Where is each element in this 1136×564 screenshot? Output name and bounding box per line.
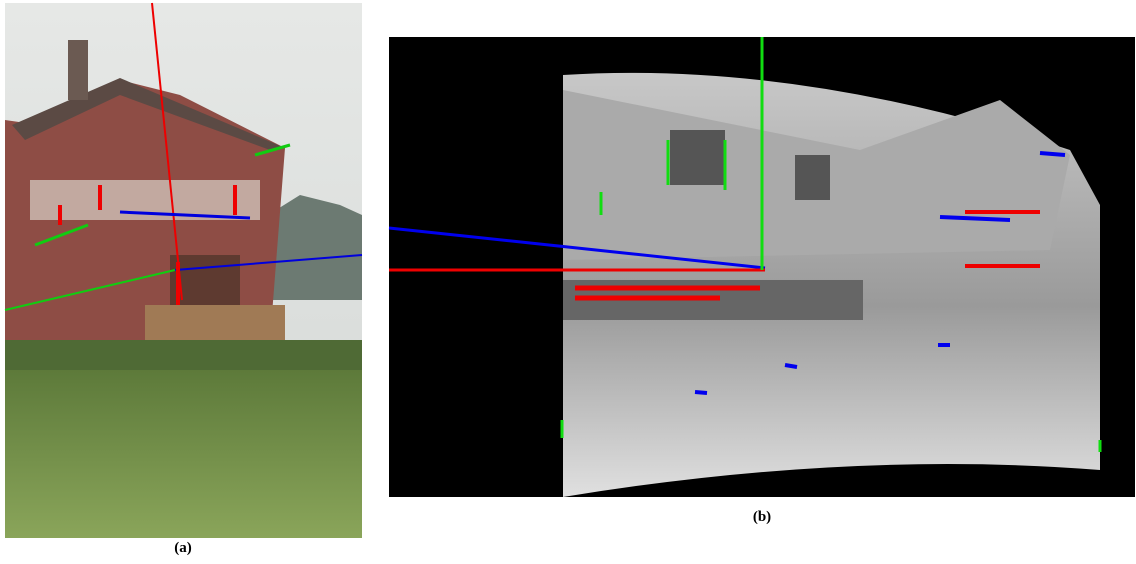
panel-b-image bbox=[389, 37, 1135, 497]
page: (a) (b) (() => { const data = JSON.parse… bbox=[0, 0, 1136, 559]
panel-a-image bbox=[5, 3, 362, 538]
caption: (a) bbox=[174, 540, 192, 556]
caption: (b) bbox=[753, 509, 771, 525]
figure: (a) (b) bbox=[0, 0, 1136, 559]
